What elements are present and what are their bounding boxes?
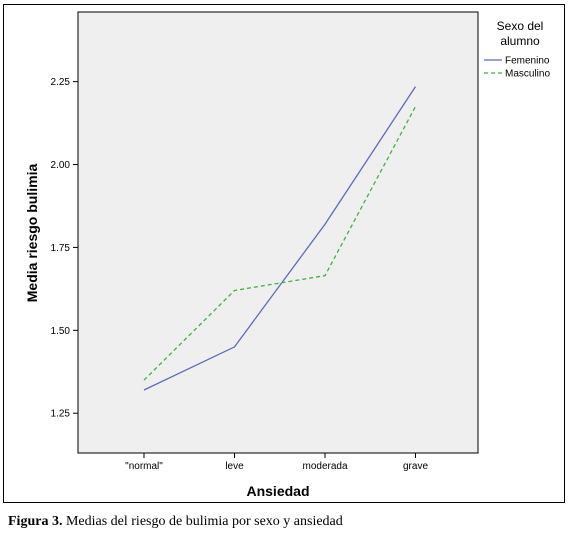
x-tick-label: leve [225,461,244,472]
y-axis-ticks: 1.25 1.50 1.75 2.00 2.25 [51,77,78,420]
legend: Sexo del alumno Femenino Masculino [484,19,550,80]
legend-title-line-1: Sexo del [497,19,544,33]
y-tick-label: 2.25 [51,77,71,88]
x-tick-label: "normal" [125,461,163,472]
legend-items: Femenino Masculino [484,56,550,80]
x-axis-title: Ansiedad [246,483,309,499]
y-tick-label: 1.50 [51,326,71,337]
line-chart: 1.25 1.50 1.75 2.00 2.25 "normal" leve moderad… [24,11,550,499]
series-line-masculino [143,106,417,381]
x-tick-label: moderada [302,461,347,472]
y-axis-title: Media riesgo bulimia [24,164,40,303]
x-tick-label: grave [403,461,428,472]
plot-area [77,11,479,454]
legend-label-masculino: Masculino [505,69,550,80]
legend-title-line-2: alumno [500,34,540,48]
y-tick-label: 1.25 [51,409,71,420]
figure-caption: Figura 3. Medias del riesgo de bulimia p… [8,514,343,530]
legend-label-femenino: Femenino [505,56,550,67]
y-tick-label: 2.00 [51,160,71,171]
caption-label: Figura 3. [8,514,63,529]
series-lines [143,86,417,391]
y-tick-label: 1.75 [51,243,71,254]
caption-text: Medias del riesgo de bulimia por sexo y … [62,514,343,529]
x-axis-ticks: "normal" leve moderada grave [125,453,428,472]
series-line-femenino [143,86,417,391]
